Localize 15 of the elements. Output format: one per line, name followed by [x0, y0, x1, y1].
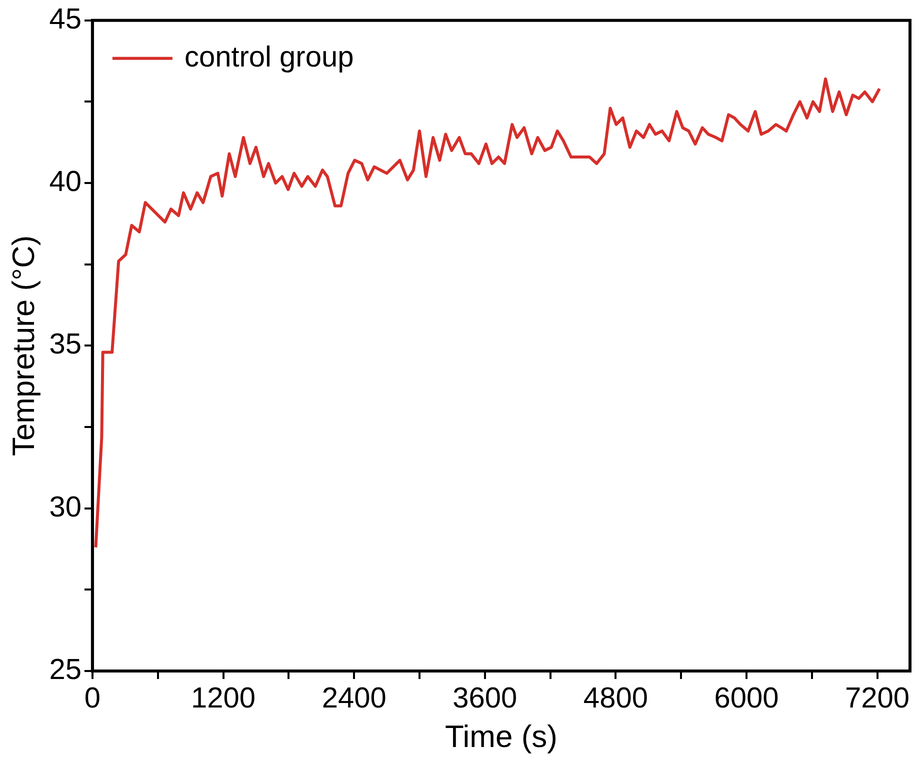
legend-label: control group	[184, 41, 354, 74]
x-tick-label: 0	[84, 682, 101, 714]
y-axis-title: Tempreture (°C)	[6, 235, 42, 456]
x-tick-label: 7200	[845, 682, 910, 714]
x-axis-title: Time (s)	[444, 718, 558, 754]
y-tick-label: 25	[49, 654, 82, 686]
y-tick-label: 35	[49, 328, 82, 361]
x-tick-label: 1200	[191, 682, 256, 714]
x-tick-label: 4800	[583, 682, 648, 714]
y-tick-label: 30	[49, 491, 82, 524]
y-tick-label: 45	[49, 3, 82, 36]
y-tick-label: 40	[49, 166, 82, 198]
x-tick-label: 6000	[714, 682, 779, 714]
x-tick-label: 3600	[452, 682, 518, 714]
x-tick-label: 2400	[322, 682, 386, 714]
